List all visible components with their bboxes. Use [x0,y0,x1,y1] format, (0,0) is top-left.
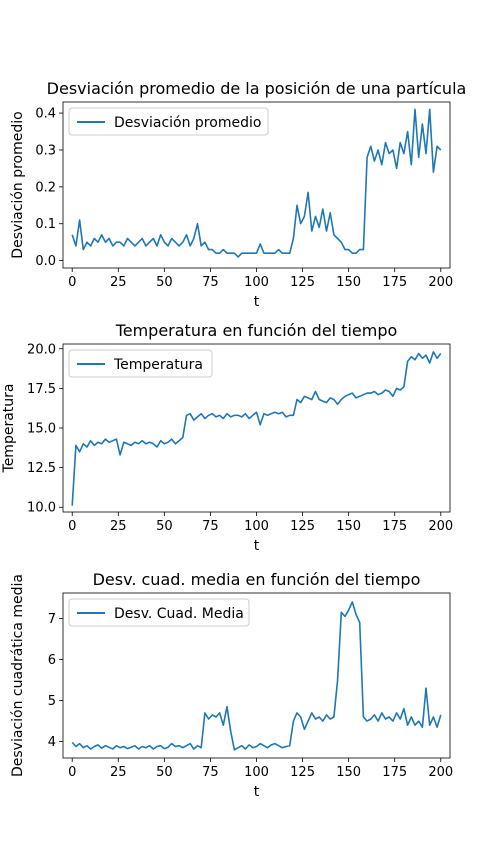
y-tick-label: 0.4 [35,107,56,122]
legend-label: Temperatura [113,357,203,373]
y-tick-label: 0.3 [35,143,56,158]
subplot-3: Desv. cuad. media en función del tiempo 0… [10,570,453,800]
plot-frame [62,592,451,759]
legend-box [68,598,250,627]
y-tick-label: 4 [48,735,56,750]
x-tick-label: 50 [156,275,173,290]
x-tick-label: 200 [428,765,453,780]
x-tick-label: 150 [336,765,361,780]
x-tick-label: 25 [110,519,127,534]
series-line-1 [71,601,442,751]
legend-label: Desv. Cuad. Media [114,606,244,622]
y-tick-label: 6 [48,653,56,668]
y-tick-label: 0.0 [35,254,56,269]
subplot-1: Desviación promedio de la posición de un… [10,79,466,310]
y-tick-label: 17.5 [27,382,56,397]
x-tick-label: 150 [336,275,361,290]
y-tick-label: 5 [48,694,56,709]
x-tick-label: 0 [68,275,76,290]
y-tick-label: 7 [48,612,56,627]
series-line-1 [71,351,442,506]
legend: Desviación promedio [68,107,269,136]
series-line-1 [71,108,442,258]
chart-title: Temperatura en función del tiempo [115,321,398,340]
x-axis-label: t [254,294,260,310]
x-axis-label: t [254,538,260,554]
x-tick-label: 150 [336,519,361,534]
x-tick-label: 75 [202,275,219,290]
y-tick-label: 10.0 [27,501,56,516]
x-tick-label: 100 [244,765,269,780]
x-tick-label: 50 [156,519,173,534]
y-tick-label: 12.5 [27,461,56,476]
x-tick-label: 175 [382,765,407,780]
y-axis-label: Desviación cuadrática media [10,574,26,777]
legend: Temperatura [68,349,213,378]
legend: Desv. Cuad. Media [68,598,250,627]
y-axis-label: Temperatura [1,384,17,474]
legend-label: Desviación promedio [114,115,261,131]
x-tick-label: 125 [290,765,315,780]
x-tick-label: 200 [428,519,453,534]
chart-title: Desviación promedio de la posición de un… [47,79,467,98]
x-tick-label: 125 [290,519,315,534]
x-tick-label: 175 [382,275,407,290]
y-tick-label: 0.1 [35,217,56,232]
x-tick-label: 25 [110,275,127,290]
x-tick-label: 75 [202,765,219,780]
legend-box [68,349,213,378]
x-axis-label: t [254,784,260,800]
chart-title: Desv. cuad. media en función del tiempo [93,570,421,589]
subplot-2: Temperatura en función del tiempo 0 25 50 75… [1,321,453,554]
y-axis-label: Desviación promedio [10,111,26,258]
plot-frame [62,101,451,269]
x-tick-label: 25 [110,765,127,780]
y-tick-label: 20.0 [27,342,56,357]
x-tick-label: 0 [68,765,76,780]
y-tick-label: 0.2 [35,180,56,195]
x-tick-label: 100 [244,275,269,290]
x-tick-label: 50 [156,765,173,780]
x-tick-label: 0 [68,519,76,534]
x-tick-label: 175 [382,519,407,534]
y-tick-label: 15.0 [27,422,56,437]
x-tick-label: 125 [290,275,315,290]
x-tick-label: 100 [244,519,269,534]
x-tick-label: 200 [428,275,453,290]
x-tick-label: 75 [202,519,219,534]
plot-frame [62,343,451,513]
legend-box [68,107,269,136]
